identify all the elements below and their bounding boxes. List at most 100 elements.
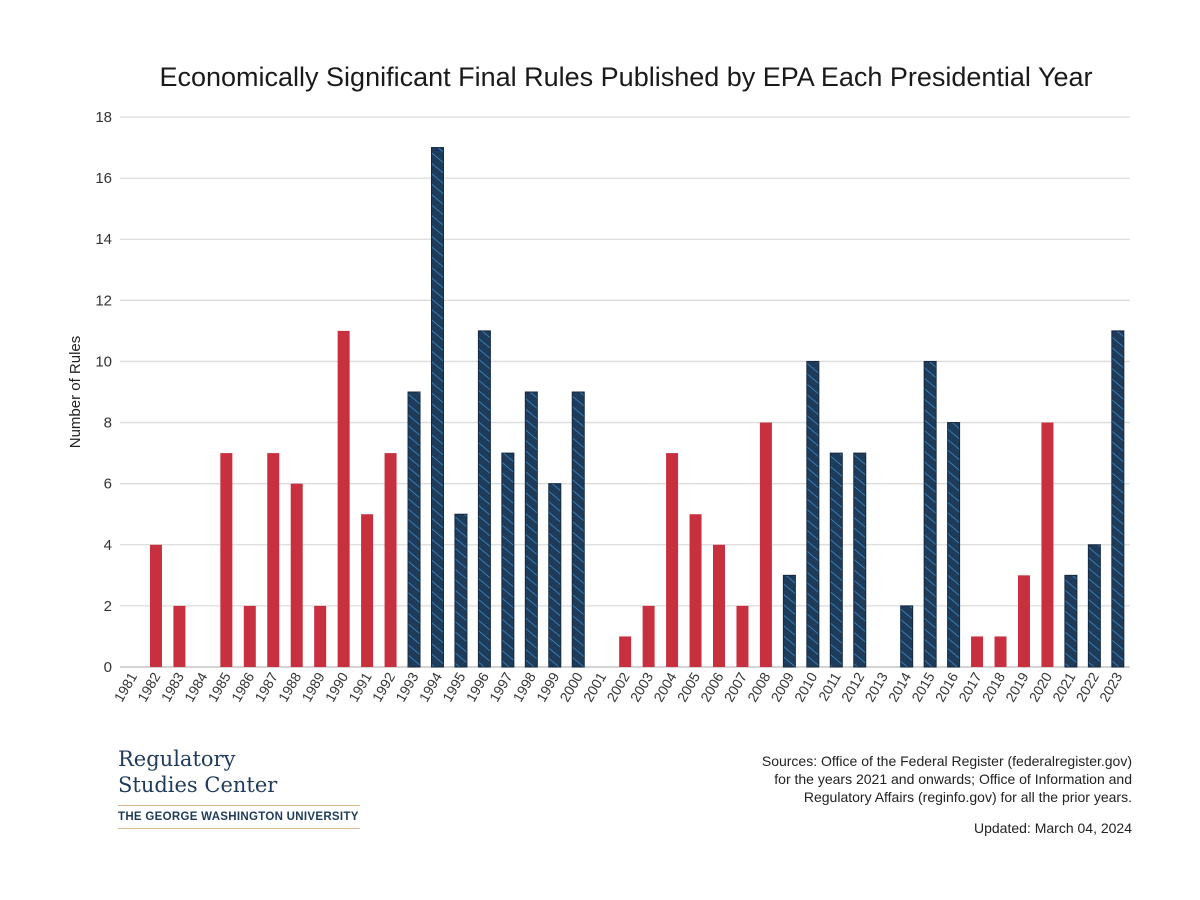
x-tick-label: 1995 [439, 669, 469, 704]
x-tick-label: 2013 [861, 669, 891, 704]
bar-1983 [173, 605, 186, 667]
x-tick-label: 2001 [580, 669, 610, 704]
logo-line3: THE GEORGE WASHINGTON UNIVERSITY [118, 811, 359, 823]
x-tick-label: 1996 [463, 669, 493, 704]
logo: Regulatory Studies Center [118, 746, 277, 798]
bar-2004 [666, 453, 679, 667]
y-tick-label: 6 [104, 476, 112, 493]
x-tick-label: 2003 [627, 669, 657, 704]
x-tick-label: 1981 [111, 669, 141, 704]
sources-line: Regulatory Affairs (reginfo.gov) for all… [803, 789, 1132, 805]
bar-2021 [1064, 574, 1078, 668]
x-tick-label: 2023 [1096, 669, 1126, 704]
bar-2014 [900, 605, 914, 668]
sources-line: for the years 2021 and onwards; Office o… [774, 771, 1132, 787]
bar-1995 [454, 513, 468, 668]
y-tick-label: 14 [95, 231, 112, 248]
x-tick-label: 2016 [932, 669, 962, 704]
logo-divider [118, 805, 360, 806]
x-tick-label: 1987 [251, 669, 281, 704]
bar-2000 [571, 391, 585, 668]
bar-1992 [384, 453, 397, 667]
bar-2010 [806, 360, 820, 668]
bar-1988 [290, 483, 303, 667]
bar-2022 [1087, 544, 1101, 668]
bar-1990 [337, 330, 350, 667]
x-tick-label: 1988 [275, 669, 305, 704]
y-tick-label: 2 [104, 598, 112, 615]
x-tick-label: 2022 [1073, 669, 1103, 704]
bar-1989 [314, 605, 327, 667]
y-tick-label: 16 [95, 170, 112, 187]
bar-2007 [736, 605, 749, 667]
y-tick-label: 12 [95, 292, 112, 309]
chart-title: Economically Significant Final Rules Pub… [159, 62, 1093, 92]
bar-1986 [243, 605, 256, 667]
x-tick-label: 2012 [838, 669, 868, 704]
x-tick-label: 1999 [533, 669, 563, 704]
x-tick-label: 1998 [509, 669, 539, 704]
bar-2016 [947, 422, 961, 668]
x-tick-label: 2015 [908, 669, 938, 704]
x-tick-label: 2005 [674, 669, 704, 704]
bar-1998 [524, 391, 538, 668]
x-tick-label: 1997 [486, 669, 516, 704]
y-tick-label: 0 [104, 659, 112, 676]
x-tick-label: 2002 [603, 669, 633, 704]
bar-2002 [619, 636, 632, 667]
x-tick-label: 1992 [369, 669, 399, 704]
x-tick-label: 1991 [345, 669, 375, 704]
x-tick-label: 1982 [134, 669, 164, 704]
bar-1991 [361, 514, 374, 667]
y-tick-label: 18 [95, 109, 112, 126]
logo-line2: Studies Center [118, 773, 278, 797]
x-tick-label: 2017 [955, 669, 985, 704]
bar-2011 [829, 452, 843, 668]
bar-2003 [642, 605, 655, 667]
bar-2018 [994, 636, 1007, 667]
x-tick-label: 2014 [885, 669, 915, 704]
y-tick-label: 10 [95, 353, 112, 370]
bar-2005 [689, 514, 702, 667]
x-tick-label: 1990 [322, 669, 352, 704]
bar-2015 [923, 360, 937, 668]
x-tick-label: 1989 [298, 669, 328, 704]
x-tick-label: 1994 [416, 669, 446, 704]
logo-divider [118, 828, 360, 829]
bar-1993 [407, 391, 421, 668]
sources-line: Sources: Office of the Federal Register … [761, 753, 1132, 769]
bar-2009 [782, 574, 796, 668]
y-axis-label: Number of Rules [67, 336, 84, 449]
x-tick-label: 2020 [1026, 669, 1056, 704]
sources-note: Sources: Office of the Federal Register … [612, 752, 1132, 806]
bar-2019 [1017, 575, 1030, 667]
bar-1994 [430, 147, 444, 668]
updated-date: Updated: March 04, 2024 [974, 820, 1132, 836]
x-tick-label: 2018 [979, 669, 1009, 704]
x-tick-label: 2007 [721, 669, 751, 704]
x-tick-label: 1986 [228, 669, 258, 704]
x-tick-label: 2008 [744, 669, 774, 704]
x-tick-label: 2010 [791, 669, 821, 704]
bar-2023 [1111, 330, 1125, 668]
y-tick-label: 4 [104, 537, 112, 554]
bar-2008 [759, 422, 772, 667]
bar-2012 [853, 452, 867, 668]
x-tick-label: 1993 [392, 669, 422, 704]
y-tick-label: 8 [104, 415, 112, 432]
bar-1985 [220, 453, 233, 667]
bar-1982 [149, 544, 162, 667]
x-tick-label: 2009 [768, 669, 798, 704]
x-tick-label: 1984 [181, 669, 211, 704]
bar-2017 [971, 636, 984, 667]
x-tick-label: 1983 [158, 669, 188, 704]
x-tick-label: 2021 [1049, 669, 1079, 704]
x-tick-label: 2000 [556, 669, 586, 704]
x-tick-label: 2019 [1002, 669, 1032, 704]
bar-1999 [548, 483, 562, 668]
x-tick-label: 2006 [697, 669, 727, 704]
bar-1996 [477, 330, 491, 668]
bar-1987 [267, 453, 280, 667]
